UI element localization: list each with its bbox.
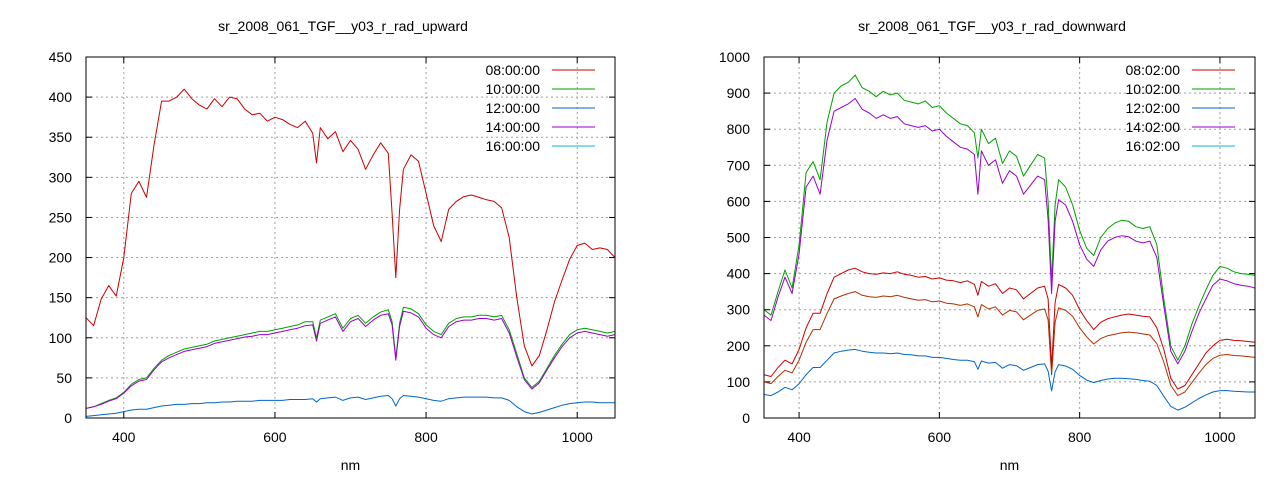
y-tick-label: 500 — [727, 230, 751, 246]
x-tick-label: 600 — [928, 429, 952, 445]
x-tick-label: 600 — [263, 429, 287, 445]
y-tick-label: 400 — [727, 266, 751, 282]
legend-entry-label: 12:02:00 — [1126, 100, 1181, 116]
plot-frame — [763, 56, 1256, 419]
legend-entry-label: 14:02:00 — [1126, 119, 1181, 135]
y-tick-label: 900 — [727, 85, 751, 101]
y-tick-label: 350 — [49, 129, 73, 145]
plot-area — [764, 74, 1255, 411]
y-tick-label: 250 — [49, 209, 73, 225]
x-tick-label: 1000 — [562, 429, 593, 445]
series-line-14-02-00 — [764, 98, 1255, 365]
y-tick-label: 1000 — [719, 49, 750, 65]
series-line-unlabeled — [764, 291, 1255, 397]
y-tick-label: 300 — [727, 302, 751, 318]
y-tick-label: 450 — [49, 49, 73, 65]
chart-title: sr_2008_061_TGF__y03_r_rad_downward — [858, 18, 1126, 34]
x-tick-label: 1000 — [1204, 429, 1235, 445]
y-tick-label: 600 — [727, 193, 751, 209]
legend-entry-label: 12:00:00 — [486, 100, 541, 116]
x-tick-label: 400 — [112, 429, 136, 445]
series-line-08-00-00 — [86, 88, 615, 367]
series-line-10-00-00 — [86, 306, 615, 409]
y-tick-label: 50 — [56, 370, 72, 386]
series-line-10-02-00 — [764, 74, 1255, 361]
legend-entry-label: 08:00:00 — [486, 62, 541, 78]
legend-entry-label: 10:02:00 — [1126, 81, 1181, 97]
y-tick-label: 0 — [64, 410, 72, 426]
series-line-08-02-00 — [764, 267, 1255, 390]
legend-entry-label: 08:02:00 — [1126, 62, 1181, 78]
x-tick-label: 800 — [414, 429, 438, 445]
y-tick-label: 300 — [49, 169, 73, 185]
plot-area — [86, 88, 615, 417]
series-line-14-00-00 — [86, 310, 615, 409]
y-tick-label: 700 — [727, 157, 751, 173]
series-line-12-02-00 — [764, 348, 1255, 411]
legend-entry-label: 14:00:00 — [486, 119, 541, 135]
series-line-12-00-00 — [86, 395, 615, 417]
y-tick-label: 400 — [49, 89, 73, 105]
y-tick-label: 0 — [742, 410, 750, 426]
legend-entry-label: 10:00:00 — [486, 81, 541, 97]
y-tick-label: 100 — [49, 330, 73, 346]
x-axis-label: nm — [1000, 457, 1019, 473]
x-tick-label: 800 — [1068, 429, 1092, 445]
y-tick-label: 100 — [727, 374, 751, 390]
legend-entry-label: 16:00:00 — [486, 138, 541, 154]
plot-frame — [85, 56, 616, 419]
x-tick-label: 400 — [787, 429, 811, 445]
y-tick-label: 200 — [727, 338, 751, 354]
chart-title: sr_2008_061_TGF__y03_r_rad_upward — [218, 18, 468, 34]
downward-radiance-chart: sr_2008_061_TGF__y03_r_rad_downward 0 100 2… — [719, 18, 1256, 473]
upward-radiance-chart: sr_2008_061_TGF__y03_r_rad_upward 0 50 100 1… — [49, 18, 616, 473]
legend-entry-label: 16:02:00 — [1126, 138, 1181, 154]
x-axis-label: nm — [341, 457, 360, 473]
y-tick-label: 150 — [49, 290, 73, 306]
y-tick-label: 200 — [49, 250, 73, 266]
y-tick-label: 800 — [727, 121, 751, 137]
